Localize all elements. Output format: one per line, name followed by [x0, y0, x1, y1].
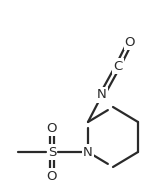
- Text: S: S: [48, 146, 56, 158]
- Text: N: N: [97, 88, 107, 101]
- Text: C: C: [113, 60, 123, 73]
- Text: N: N: [83, 146, 93, 158]
- Text: O: O: [47, 121, 57, 134]
- Text: O: O: [47, 170, 57, 183]
- Text: O: O: [125, 36, 135, 48]
